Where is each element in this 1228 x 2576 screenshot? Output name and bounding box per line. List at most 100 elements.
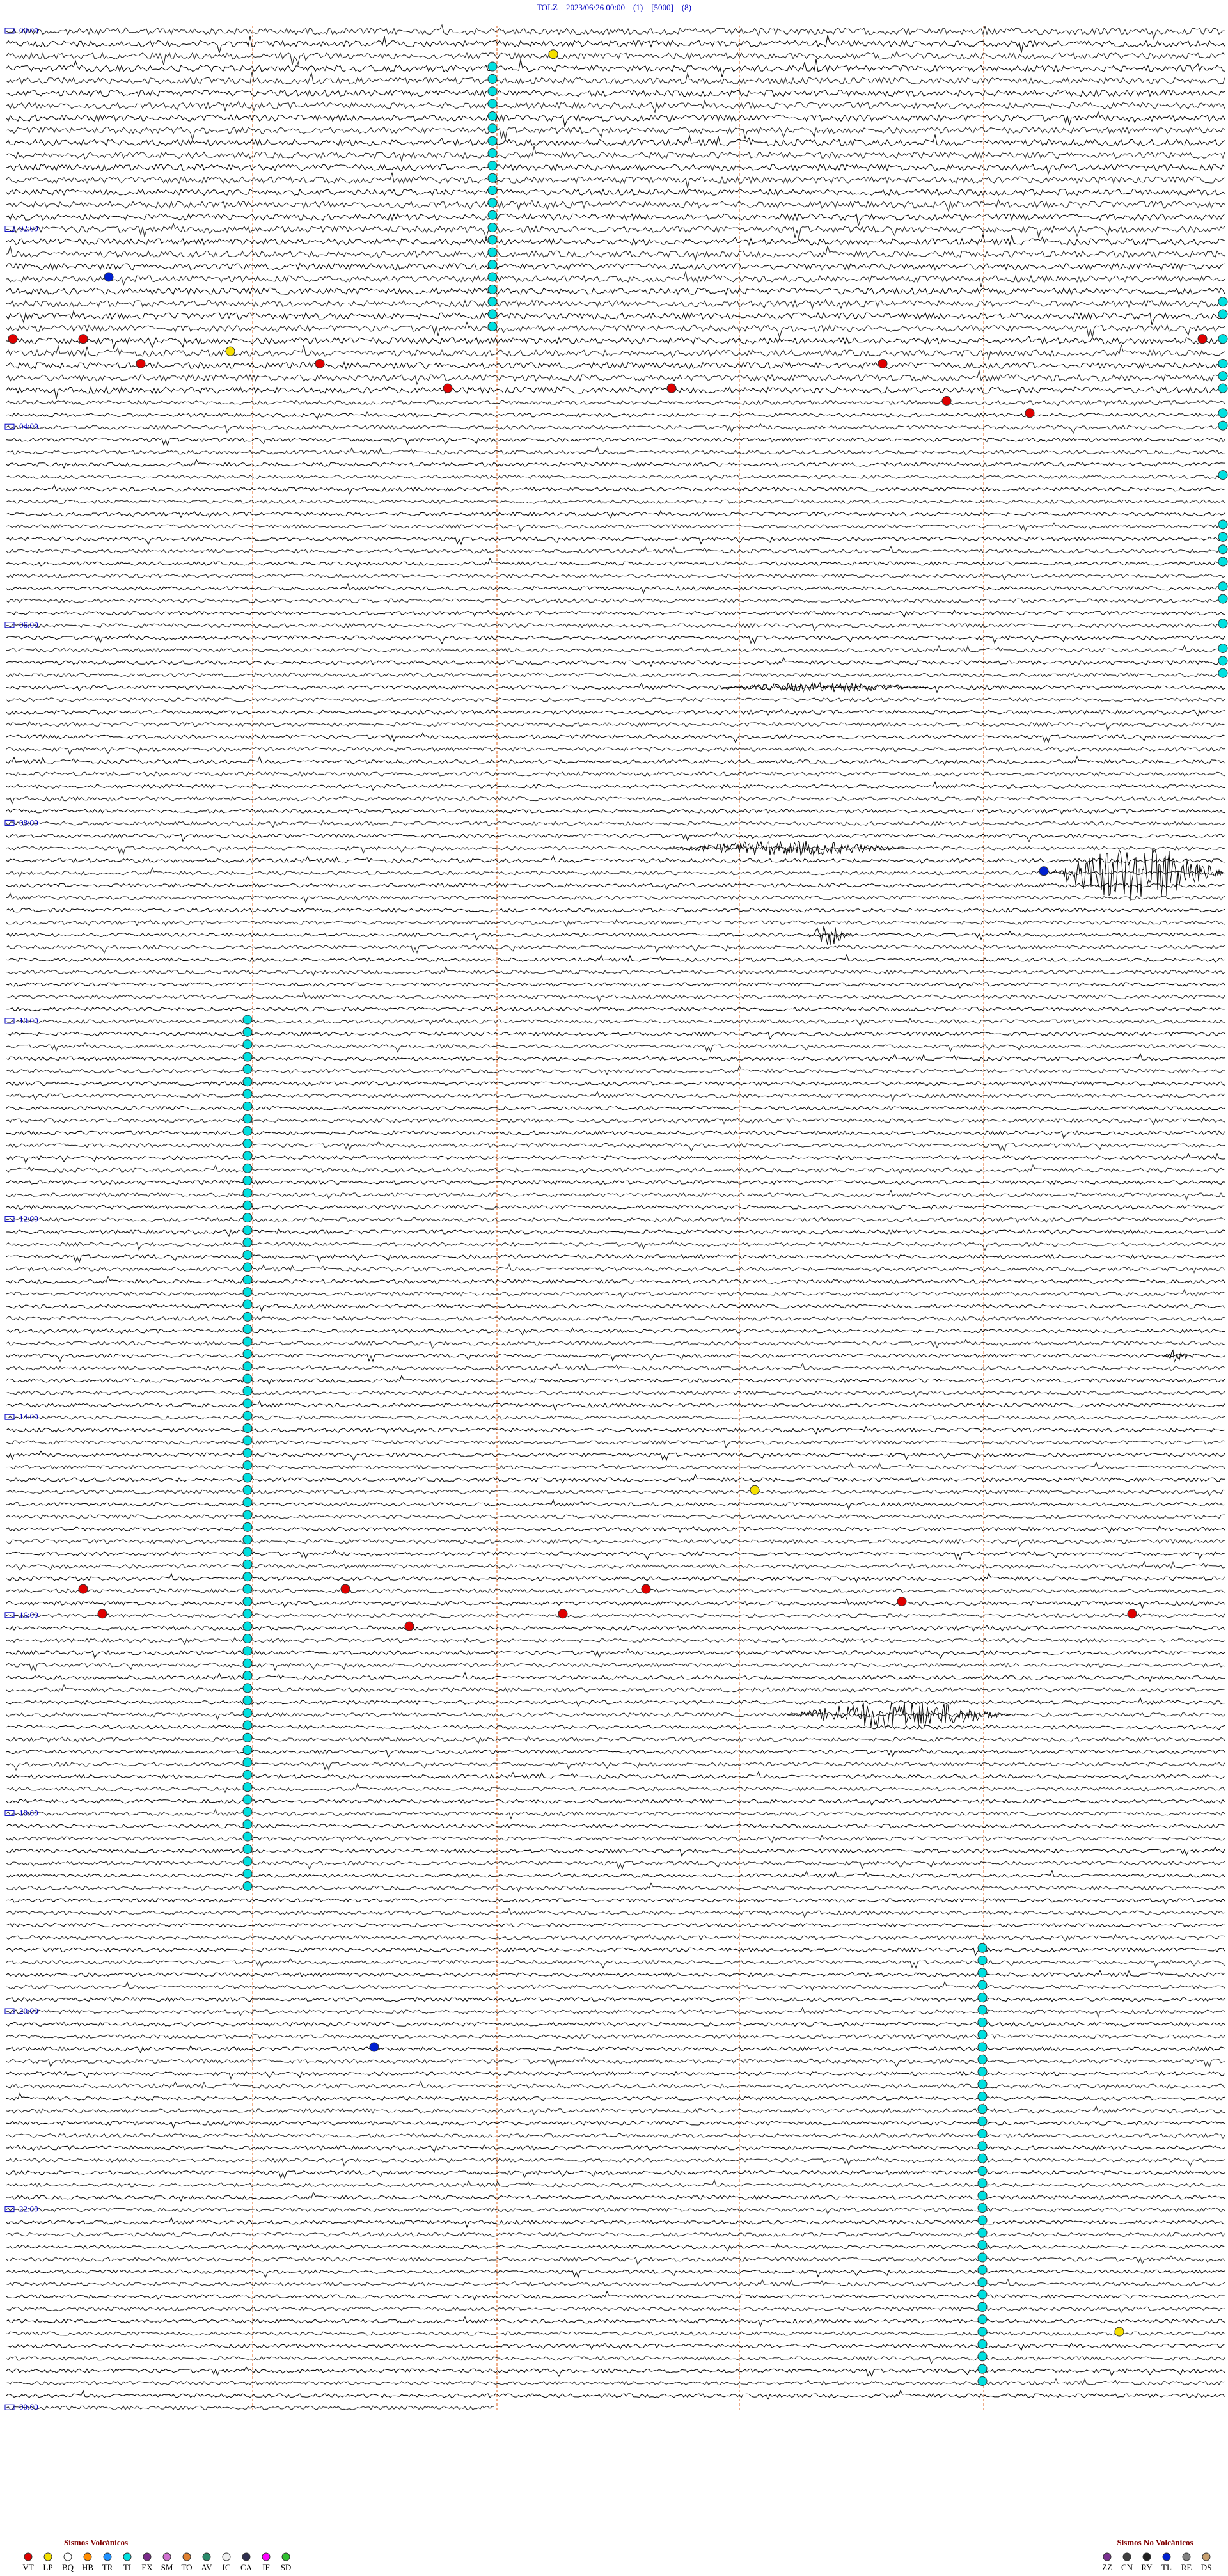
event xyxy=(242,1844,253,1854)
event xyxy=(1218,420,1228,431)
label-marker xyxy=(4,2206,15,2213)
trace xyxy=(6,1572,1225,1583)
trace xyxy=(6,1254,1225,1263)
event xyxy=(487,74,498,84)
legend-label: CA xyxy=(240,2563,253,2572)
trace xyxy=(6,1561,1225,1571)
trace xyxy=(6,1860,1225,1870)
event xyxy=(242,1336,253,1347)
time-label: 12:00 xyxy=(19,1214,38,1224)
trace xyxy=(6,423,1225,434)
trace xyxy=(6,1671,1225,1682)
time-label: 16:00 xyxy=(19,1610,38,1620)
event xyxy=(1218,619,1228,629)
event xyxy=(242,1324,253,1334)
event xyxy=(242,1535,253,1545)
trace xyxy=(6,557,1225,568)
legend: Sismos Volcánicos VT LP BQ HB TR TI EX SM TO AV IC C… xyxy=(22,2538,1211,2572)
time-label: 00:00 xyxy=(19,26,38,35)
legend-label: TI xyxy=(123,2563,131,2572)
legend-label: VT xyxy=(22,2563,33,2572)
event xyxy=(487,198,498,208)
trace xyxy=(6,1525,1225,1534)
trace xyxy=(6,24,1225,40)
time-label: 20:00 xyxy=(19,2006,38,2016)
legend-marker xyxy=(1182,2552,1191,2561)
trace xyxy=(6,1400,1225,1412)
event xyxy=(1218,334,1228,344)
legend-marker xyxy=(281,2552,290,2561)
trace xyxy=(6,892,1225,904)
event xyxy=(977,2116,988,2126)
trace xyxy=(6,1105,1225,1111)
trace xyxy=(6,2207,1225,2215)
legend-label: IF xyxy=(262,2563,270,2572)
trace xyxy=(6,644,1225,653)
trace xyxy=(6,2306,1225,2314)
trace xyxy=(6,954,1225,963)
time-label: 10:00 xyxy=(19,1016,38,1025)
legend-label: EX xyxy=(141,2563,153,2572)
trace xyxy=(6,1390,1225,1398)
trace xyxy=(6,1613,1225,1618)
trace xyxy=(6,2045,1225,2054)
trace xyxy=(6,1489,1225,1497)
legend-label: HB xyxy=(82,2563,93,2572)
legend-marker xyxy=(123,2552,132,2561)
event xyxy=(977,2141,988,2151)
event xyxy=(977,2067,988,2077)
trace xyxy=(6,459,1225,470)
time-label: 00:00 xyxy=(19,2402,38,2412)
trace xyxy=(6,2121,1225,2130)
trace xyxy=(6,1882,1225,1893)
event xyxy=(1218,519,1228,530)
event xyxy=(242,1745,253,1755)
event xyxy=(1218,470,1228,480)
event xyxy=(487,297,498,307)
event xyxy=(1218,532,1228,542)
trace xyxy=(6,2080,1225,2090)
event-markers xyxy=(8,49,1228,2386)
event xyxy=(487,309,498,319)
trace xyxy=(6,1783,1225,1794)
legend-marker xyxy=(162,2552,171,2561)
legend-marker xyxy=(103,2552,112,2561)
event xyxy=(487,123,498,134)
event xyxy=(977,2153,988,2163)
trace xyxy=(6,1549,1225,1561)
event xyxy=(977,2376,988,2386)
trace xyxy=(6,1415,1225,1421)
trace xyxy=(6,2033,1225,2041)
event xyxy=(242,1101,253,1111)
legend-marker xyxy=(202,2552,211,2561)
trace xyxy=(6,484,1225,496)
trace xyxy=(6,1152,1225,1164)
trace xyxy=(6,321,1225,340)
time-label: 14:00 xyxy=(19,1412,38,1421)
trace xyxy=(6,399,1225,407)
trace xyxy=(6,474,1225,482)
label-marker xyxy=(4,1216,15,1222)
event xyxy=(242,1015,253,1025)
event xyxy=(487,61,498,72)
event xyxy=(242,1596,253,1606)
trace xyxy=(6,1141,1225,1152)
event xyxy=(878,358,888,368)
trace xyxy=(6,1006,1225,1012)
legend-marker xyxy=(1142,2552,1151,2561)
trace xyxy=(6,1799,1225,1806)
event xyxy=(977,2314,988,2325)
label-marker xyxy=(4,1612,15,1618)
event xyxy=(104,272,114,282)
event xyxy=(404,1621,414,1631)
event xyxy=(242,1287,253,1297)
event xyxy=(977,2327,988,2337)
event xyxy=(1218,309,1228,319)
event xyxy=(242,1250,253,1260)
event xyxy=(977,1980,988,1990)
trace xyxy=(6,545,1225,554)
trace xyxy=(6,2156,1225,2167)
event xyxy=(78,1584,88,1594)
trace xyxy=(6,287,1225,296)
